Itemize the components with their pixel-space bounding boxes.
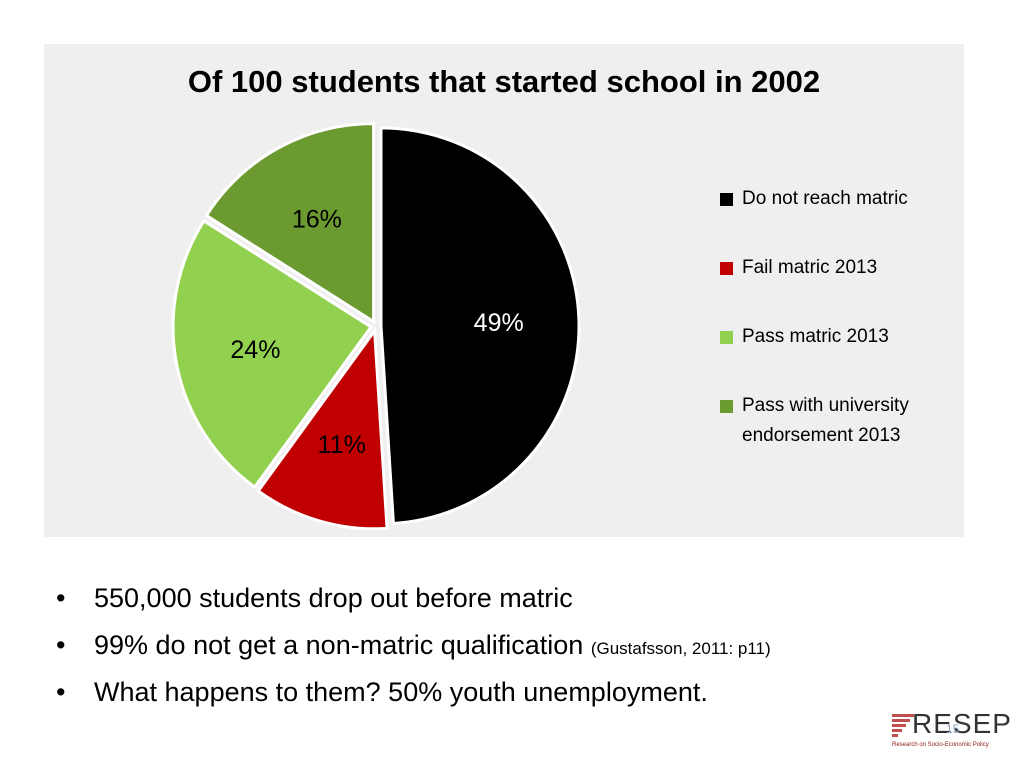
legend-swatch [720, 331, 733, 344]
bullet-citation: (Gustafsson, 2011: p11) [590, 639, 771, 658]
bullet-text: What happens to them? 50% youth unemploy… [94, 677, 708, 707]
chart-panel: Of 100 students that started school in 2… [44, 44, 964, 537]
pie-slice-2 [256, 326, 389, 531]
pie-data-label: 49% [474, 309, 524, 337]
legend-item-pass-matric: Pass matric 2013 [720, 322, 960, 352]
legend-item-pass-university: Pass with university endorsement 2013 [720, 391, 960, 451]
legend-swatch [720, 193, 733, 206]
bullet-marker: • [56, 630, 66, 660]
logo-stripes-icon [892, 714, 914, 740]
legend-label: Pass with university endorsement 2013 [742, 395, 909, 446]
pie-chart: 49% 11% 24% 16% [171, 122, 581, 531]
bullet-text: 99% do not get a non-matric qualificatio… [94, 630, 584, 660]
legend-label: Do not reach matric [742, 188, 908, 209]
legend-item-fail-matric: Fail matric 2013 [720, 253, 960, 283]
bullet-item: • What happens to them? 50% youth unempl… [52, 672, 952, 719]
bullet-text: 550,000 students drop out before matric [94, 583, 573, 613]
logo-name: RESEP [912, 708, 1012, 739]
bullet-item: • 550,000 students drop out before matri… [52, 578, 952, 625]
legend-swatch [720, 262, 733, 275]
bullet-marker: • [56, 677, 66, 707]
resep-logo: RESEP Research on Socio-Economic Policy [892, 706, 1012, 756]
bullet-marker: • [56, 583, 66, 613]
pie-data-label: 11% [318, 431, 366, 459]
bullet-list: • 550,000 students drop out before matri… [52, 578, 952, 719]
page-number: 15 [946, 722, 960, 736]
legend-label: Pass matric 2013 [742, 326, 889, 347]
legend-item-do-not-reach-matric: Do not reach matric [720, 184, 960, 214]
pie-slice-3 [171, 218, 374, 490]
legend-label: Fail matric 2013 [742, 257, 878, 278]
pie-data-label: 16% [292, 205, 342, 233]
pie-slice-1 [379, 126, 581, 526]
chart-title: Of 100 students that started school in 2… [187, 64, 821, 99]
pie-data-label: 24% [230, 336, 280, 364]
chart-legend: Do not reach matric Fail matric 2013 Pas… [720, 184, 960, 490]
pie-slice-4 [204, 122, 376, 325]
bullet-item: • 99% do not get a non-matric qualificat… [52, 625, 952, 672]
legend-swatch [720, 400, 733, 413]
logo-subtitle: Research on Socio-Economic Policy [892, 742, 989, 748]
